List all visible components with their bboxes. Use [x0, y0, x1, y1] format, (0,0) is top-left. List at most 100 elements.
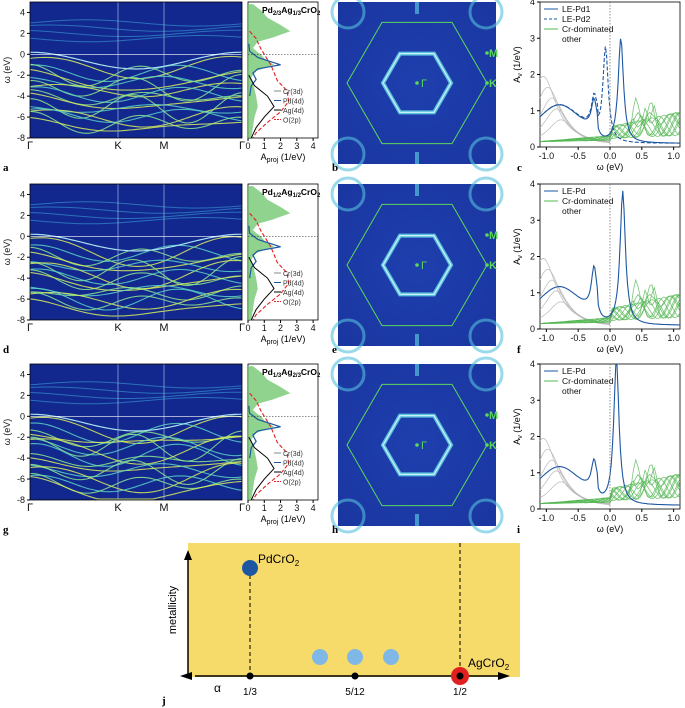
spec-y-tick-label: 1	[530, 468, 535, 478]
y-tick-label: 2	[20, 28, 25, 38]
panel-label-j: j	[161, 695, 166, 707]
spec-x-tick-label: -1.0	[539, 333, 555, 343]
spec-x-tick-label: 1.0	[667, 151, 680, 161]
spec-other-curve	[539, 481, 611, 506]
spec-x-tick-label: -1.0	[539, 151, 555, 161]
spec-legend-label: LE-Pd	[562, 186, 586, 196]
row-2: 4 2 0 -2 -4 -6 -8 ω (eV) Γ K M Γd Pd1/2Ag1/2CrO2 Cr(3…	[2, 176, 681, 356]
dos-legend-label: Ag(4d)	[283, 470, 304, 477]
tick-dot-3	[456, 672, 464, 680]
band-y-label: ω (eV)	[2, 419, 12, 446]
panel-label: b	[332, 162, 338, 174]
band-line	[29, 463, 243, 479]
y-tick-label: -4	[17, 91, 25, 101]
dos-ag-line	[248, 436, 275, 501]
fs-corner-arc	[330, 0, 366, 30]
dos-x-label: Aproj (1/eV)	[261, 152, 306, 164]
y-tick-label: -8	[17, 133, 25, 143]
kpoint-label: Γ	[239, 322, 245, 334]
band-line	[29, 69, 243, 91]
spec-other-curve	[539, 119, 611, 144]
dos-cr-area	[248, 4, 291, 139]
spec-y-tick-label: 0	[530, 504, 535, 514]
dos-legend-label: O(2p)	[283, 118, 301, 125]
band-line-upper	[29, 381, 243, 389]
dos-x-tick-label: 4	[311, 323, 316, 333]
spec-x-tick-label: -0.5	[570, 333, 586, 343]
band-line	[29, 476, 243, 500]
y-axis-arrow	[184, 550, 192, 560]
spec-x-tick-label: 0.0	[604, 151, 617, 161]
spec-legend-label: LE-Pd2	[562, 14, 591, 24]
fermi-band	[29, 233, 243, 252]
fs-corner-arc	[330, 136, 366, 172]
spec-y-tick-label: 4	[530, 179, 535, 189]
gamma-label: Γ	[421, 440, 427, 452]
spec-legend-label: other	[562, 206, 582, 216]
brillouin-zone	[346, 203, 488, 327]
spec-legend-label: LE-Pd1	[562, 4, 591, 14]
spec-x-tick-label: 0.5	[636, 151, 649, 161]
row-1: 4 2 0 -2 -4 -6 -8 ω (eV) Γ K M Γa Pd2/3Ag1/3CrO2 Cr(3…	[2, 0, 681, 174]
band-frame	[29, 363, 243, 501]
dos-o-line	[249, 30, 290, 139]
gamma-label: Γ	[421, 260, 427, 272]
gamma-point	[415, 81, 419, 85]
k-point	[485, 81, 489, 85]
band-line	[29, 433, 243, 443]
dos-x-tick-label: 0	[245, 323, 250, 333]
band-line-upper	[29, 24, 243, 32]
dos-x-tick-label: 3	[294, 141, 299, 151]
y-tick-label: -6	[17, 474, 25, 484]
spec-x-tick-label: 0.0	[604, 513, 617, 523]
k-label: K	[489, 440, 497, 452]
dos-legend-label: O(2p)	[283, 480, 301, 487]
spec-x-tick-label: 1.0	[667, 333, 680, 343]
panel-label: h	[332, 524, 338, 536]
spec-legend-label: other	[562, 34, 582, 44]
spec-legend-label: Cr-dominated	[562, 24, 614, 34]
kpoint-label: Γ	[239, 502, 245, 514]
band-line-upper	[29, 19, 243, 27]
dos-ag-line	[248, 256, 275, 321]
band-line	[29, 457, 243, 472]
band-line	[29, 86, 243, 103]
band-line	[29, 287, 243, 311]
fermi-surface-pocket-core	[382, 234, 452, 296]
dos-x-label: Aproj (1/eV)	[261, 334, 306, 346]
band-line	[29, 453, 243, 467]
spec-cr-curve	[539, 104, 681, 142]
band-frame	[29, 1, 243, 139]
band-line-upper	[29, 391, 243, 399]
band-line	[29, 462, 243, 494]
spec-le-pd-curve	[539, 190, 680, 326]
band-line	[29, 429, 243, 448]
band-line	[29, 64, 243, 82]
band-line	[29, 110, 243, 134]
dos-x-tick-label: 2	[278, 503, 283, 513]
band-line-upper	[29, 386, 243, 394]
spec-x-tick-label: -1.0	[539, 513, 555, 523]
spec-y-label: Aν (1/eV)	[512, 408, 524, 445]
spec-y-tick-label: 1	[530, 288, 535, 298]
mid-point-2	[347, 649, 363, 665]
band-line-upper	[29, 211, 243, 219]
spec-y-tick-label: 2	[530, 70, 535, 80]
band-line	[29, 443, 243, 467]
x-axis-label: α	[214, 681, 221, 695]
band-panel-background	[30, 184, 242, 320]
band-line-upper	[29, 217, 243, 225]
dos-x-tick-label: 2	[278, 323, 283, 333]
y-axis-label: metallicity	[167, 585, 179, 634]
band-line	[29, 92, 243, 110]
k-point	[485, 263, 489, 267]
ag-annotation: AgCrO2	[468, 656, 510, 672]
band-line	[29, 422, 243, 444]
band-frame	[29, 183, 243, 321]
y-tick-label: -2	[17, 70, 25, 80]
kpoint-label: K	[114, 140, 122, 152]
spec-le-pd-curve	[539, 363, 680, 506]
band-line	[29, 236, 243, 267]
m-point	[485, 413, 489, 417]
